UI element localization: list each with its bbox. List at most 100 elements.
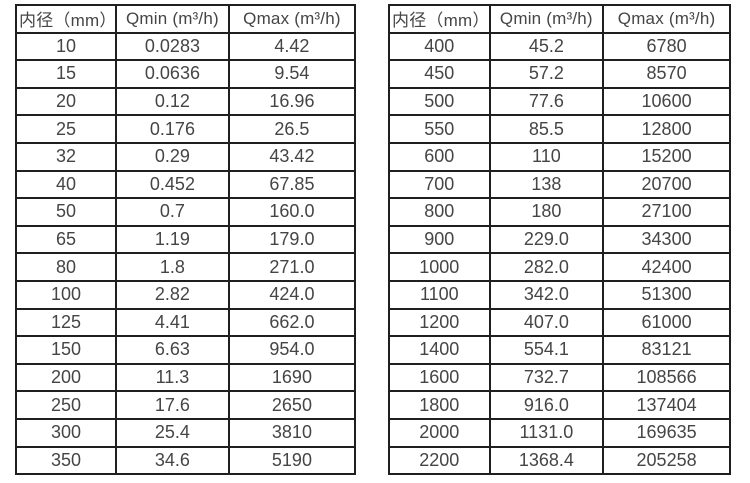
table-cell: 1100 (388, 279, 491, 310)
table-cell: 77.6 (488, 86, 605, 117)
table-row: 32 0.29 43.42 (15, 141, 357, 172)
table-cell: 34.6 (115, 445, 230, 476)
table-row: 150 6.63 954.0 (15, 335, 357, 365)
header-qmin: Qmin (m³/h) (115, 4, 230, 34)
table-cell: 1400 (388, 335, 491, 365)
table-cell: 600 (388, 141, 491, 172)
table-cell: 34300 (602, 224, 731, 255)
table-cell: 125 (15, 307, 117, 338)
table-cell: 0.12 (115, 86, 230, 117)
table-row: 600 110 15200 (388, 141, 731, 172)
table-cell: 1131.0 (488, 417, 605, 448)
table-cell: 25.4 (115, 417, 230, 448)
table-cell: 342.0 (488, 279, 605, 310)
table-cell: 27100 (602, 197, 731, 227)
table-cell: 20 (15, 86, 117, 117)
flow-table-left: 内径（mm） Qmin (m³/h) Qmax (m³/h) 10 0.0283 4… (15, 4, 357, 476)
table-body: 10 0.0283 4.42 15 0.0636 9.54 20 0.12 16.96 25 0.1… (15, 31, 357, 476)
table-cell: 50 (15, 197, 117, 227)
table-cell: 1800 (388, 390, 491, 420)
table-cell: 0.0283 (115, 31, 230, 62)
table-cell: 85.5 (488, 114, 605, 144)
table-cell: 554.1 (488, 335, 605, 365)
table-row: 1100 342.0 51300 (388, 279, 731, 310)
table-cell: 2650 (227, 390, 357, 420)
table-cell: 1.8 (115, 252, 230, 282)
table-row: 2200 1368.4 205258 (388, 445, 731, 476)
table-cell: 83121 (602, 335, 731, 365)
table-cell: 424.0 (227, 279, 357, 310)
table-cell: 900 (388, 224, 491, 255)
table-cell: 0.7 (115, 197, 230, 227)
table-row: 80 1.8 271.0 (15, 252, 357, 282)
table-cell: 271.0 (227, 252, 357, 282)
table-cell: 1.19 (115, 224, 230, 255)
table-cell: 732.7 (488, 362, 605, 393)
table-row: 900 229.0 34300 (388, 224, 731, 255)
table-row: 350 34.6 5190 (15, 445, 357, 476)
table-cell: 282.0 (488, 252, 605, 282)
table-cell: 1600 (388, 362, 491, 393)
table-row: 700 138 20700 (388, 169, 731, 200)
table-row: 450 57.2 8570 (388, 59, 731, 89)
table-cell: 550 (388, 114, 491, 144)
table-cell: 137404 (602, 390, 731, 420)
table-cell: 0.452 (115, 169, 230, 200)
header-inner-diameter: 内径（mm） (388, 4, 491, 34)
table-cell: 2200 (388, 445, 491, 476)
table-row: 500 77.6 10600 (388, 86, 731, 117)
table-cell: 25 (15, 114, 117, 144)
table-row: 20 0.12 16.96 (15, 86, 357, 117)
table-cell: 916.0 (488, 390, 605, 420)
table-cell: 0.176 (115, 114, 230, 144)
table-cell: 20700 (602, 169, 731, 200)
table-cell: 700 (388, 169, 491, 200)
table-cell: 2.82 (115, 279, 230, 310)
table-cell: 180 (488, 197, 605, 227)
table-row: 1600 732.7 108566 (388, 362, 731, 393)
table-row: 10 0.0283 4.42 (15, 31, 357, 62)
header-row: 内径（mm） Qmin (m³/h) Qmax (m³/h) (15, 4, 357, 34)
table-row: 100 2.82 424.0 (15, 279, 357, 310)
table-row: 300 25.4 3810 (15, 417, 357, 448)
table-row: 250 17.6 2650 (15, 390, 357, 420)
table-row: 15 0.0636 9.54 (15, 59, 357, 89)
table-cell: 67.85 (227, 169, 357, 200)
table-cell: 954.0 (227, 335, 357, 365)
flow-table-right: 内径（mm） Qmin (m³/h) Qmax (m³/h) 400 45.2 67… (388, 4, 731, 476)
table-cell: 108566 (602, 362, 731, 393)
table-cell: 5190 (227, 445, 357, 476)
table-body: 400 45.2 6780 450 57.2 8570 500 77.6 10600 550 85.… (388, 31, 731, 476)
table-cell: 0.29 (115, 141, 230, 172)
table-cell: 110 (488, 141, 605, 172)
table-cell: 400 (388, 31, 491, 62)
table-cell: 57.2 (488, 59, 605, 89)
table-cell: 169635 (602, 417, 731, 448)
table-cell: 26.5 (227, 114, 357, 144)
table-cell: 250 (15, 390, 117, 420)
table-cell: 450 (388, 59, 491, 89)
table-cell: 17.6 (115, 390, 230, 420)
header-qmin: Qmin (m³/h) (488, 4, 605, 34)
table-cell: 1200 (388, 307, 491, 338)
table-cell: 662.0 (227, 307, 357, 338)
table-cell: 16.96 (227, 86, 357, 117)
table-cell: 10600 (602, 86, 731, 117)
table-cell: 12800 (602, 114, 731, 144)
table-cell: 500 (388, 86, 491, 117)
table-cell: 0.0636 (115, 59, 230, 89)
table-cell: 300 (15, 417, 117, 448)
table-cell: 10 (15, 31, 117, 62)
table-cell: 65 (15, 224, 117, 255)
table-cell: 9.54 (227, 59, 357, 89)
table-cell: 800 (388, 197, 491, 227)
header-inner-diameter: 内径（mm） (15, 4, 117, 34)
table-row: 125 4.41 662.0 (15, 307, 357, 338)
table-row: 1800 916.0 137404 (388, 390, 731, 420)
table-row: 50 0.7 160.0 (15, 197, 357, 227)
table-row: 40 0.452 67.85 (15, 169, 357, 200)
table-cell: 8570 (602, 59, 731, 89)
table-row: 2000 1131.0 169635 (388, 417, 731, 448)
table-row: 25 0.176 26.5 (15, 114, 357, 144)
table-row: 1000 282.0 42400 (388, 252, 731, 282)
